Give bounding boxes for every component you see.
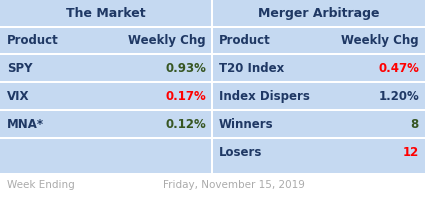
- Bar: [212, 0, 425, 173]
- Text: T20 Index: T20 Index: [219, 61, 284, 74]
- Text: SPY: SPY: [7, 61, 32, 74]
- Text: Friday, November 15, 2019: Friday, November 15, 2019: [163, 180, 305, 190]
- Text: Index Dispers: Index Dispers: [219, 89, 310, 102]
- Text: Week Ending: Week Ending: [7, 180, 75, 190]
- Text: Merger Arbitrage: Merger Arbitrage: [258, 7, 379, 20]
- Bar: [0, 109, 425, 111]
- Bar: [0, 26, 425, 28]
- Bar: [0, 137, 425, 139]
- Bar: [0, 81, 425, 83]
- Text: 0.17%: 0.17%: [165, 89, 206, 102]
- Text: 0.93%: 0.93%: [165, 61, 206, 74]
- Bar: [0, 173, 425, 197]
- Text: Weekly Chg: Weekly Chg: [341, 34, 419, 47]
- Text: MNA*: MNA*: [7, 117, 44, 130]
- Text: 12: 12: [403, 146, 419, 159]
- Text: 8: 8: [411, 117, 419, 130]
- Text: VIX: VIX: [7, 89, 29, 102]
- Text: 0.47%: 0.47%: [378, 61, 419, 74]
- Text: Losers: Losers: [219, 146, 262, 159]
- Bar: [0, 0, 212, 173]
- Text: 0.12%: 0.12%: [165, 117, 206, 130]
- Bar: [0, 53, 425, 55]
- Text: Winners: Winners: [219, 117, 274, 130]
- Text: Weekly Chg: Weekly Chg: [128, 34, 206, 47]
- Text: Product: Product: [219, 34, 271, 47]
- Bar: [211, 0, 213, 173]
- Text: Product: Product: [7, 34, 59, 47]
- Text: 1.20%: 1.20%: [378, 89, 419, 102]
- Text: The Market: The Market: [66, 7, 146, 20]
